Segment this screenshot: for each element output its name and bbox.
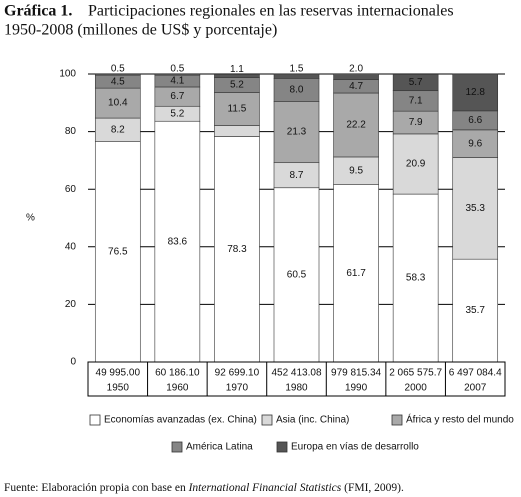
data-label: 8.2 — [111, 125, 125, 136]
bar-segment — [392, 133, 439, 195]
data-label: 8.7 — [290, 170, 304, 181]
data-label: 4.7 — [349, 81, 363, 92]
y-tick-label: 0 — [70, 357, 76, 368]
x-tick-label: 1970 — [226, 383, 249, 394]
bar-segment — [214, 136, 260, 363]
legend-label: África y resto del mundo — [406, 413, 514, 426]
chart-title-label: Gráfica 1. — [4, 3, 72, 20]
data-label: 0.5 — [170, 63, 184, 74]
bar-segment — [333, 92, 379, 158]
data-label: 9.6 — [468, 138, 482, 149]
data-label: 1.5 — [290, 64, 304, 75]
data-label: 61.7 — [346, 268, 366, 279]
legend-label: Asia (inc. China) — [276, 415, 349, 426]
x-tick-label: 1950 — [107, 383, 130, 394]
category-box — [87, 361, 506, 397]
x-tick-label: 2007 — [464, 383, 487, 394]
data-label: 60.5 — [287, 270, 307, 281]
bar-segment — [333, 73, 379, 80]
chart-title: 1950-2008 (millones de US$ y porcentaje) — [4, 22, 277, 39]
bar-segment — [452, 157, 499, 260]
legend-label: América Latina — [186, 442, 253, 453]
bar-segment — [452, 73, 499, 112]
data-label: 21.3 — [287, 127, 307, 138]
bar-segment — [273, 162, 320, 189]
y-tick-label: 80 — [65, 126, 77, 137]
data-label: 83.6 — [168, 236, 188, 247]
bar-segment — [214, 73, 260, 78]
total-label: 49 995.00 — [96, 368, 141, 379]
data-label: 58.3 — [406, 273, 426, 284]
data-label: 9.5 — [349, 165, 363, 176]
total-label: 2 065 575.7 — [389, 368, 442, 379]
data-label: 7.1 — [409, 96, 423, 107]
y-axis-label: % — [26, 213, 35, 224]
data-label: 35.7 — [465, 305, 485, 316]
total-label: 6 497 084.4 — [449, 368, 502, 379]
data-label: 6.6 — [468, 115, 482, 126]
bar-segment — [94, 73, 141, 76]
x-tick-label: 2000 — [405, 383, 428, 394]
x-tick-label: 1960 — [166, 383, 189, 394]
bar-segment — [273, 73, 320, 79]
bar-segment — [273, 187, 320, 363]
data-label: 2.0 — [349, 63, 363, 74]
total-label: 979 815.34 — [331, 368, 381, 379]
bar-segment — [392, 193, 439, 363]
data-label: 8.0 — [290, 84, 304, 95]
legend-label: Europa en vías de desarrollo — [291, 442, 419, 453]
y-tick-label: 20 — [65, 299, 77, 310]
x-tick-label: 1990 — [345, 383, 368, 394]
data-label: 1.1 — [230, 64, 244, 75]
x-tick-label: 1980 — [285, 383, 308, 394]
bar-segment — [392, 73, 439, 92]
data-label: 4.1 — [170, 76, 184, 87]
bar-segment — [214, 92, 260, 126]
data-label: 11.5 — [228, 104, 247, 115]
bar-segment — [452, 129, 499, 158]
data-label: 6.7 — [170, 91, 184, 102]
data-label: 4.5 — [111, 76, 125, 87]
bar-segment — [94, 87, 141, 119]
y-tick-label: 100 — [59, 69, 76, 80]
data-label: 22.2 — [346, 120, 366, 131]
chart-title: Participaciones regionales en las reserv… — [88, 3, 454, 20]
data-label: 20.9 — [406, 159, 426, 170]
legend-label: Economías avanzadas (ex. China) — [104, 415, 257, 426]
y-tick-label: 60 — [65, 184, 77, 195]
total-label: 92 699.10 — [215, 368, 260, 379]
data-label: 76.5 — [108, 246, 128, 257]
data-label: 12.8 — [465, 87, 485, 98]
data-label: 5.2 — [170, 108, 184, 119]
source: Fuente: Elaboración propia con base en I… — [4, 482, 404, 494]
bar-segment — [154, 73, 201, 76]
legend-swatch — [276, 441, 288, 453]
legend-swatch — [391, 414, 403, 426]
legend-swatch — [171, 441, 183, 453]
data-label: 5.7 — [409, 77, 423, 88]
bar-segment — [273, 101, 320, 164]
y-tick-label: 40 — [65, 241, 77, 252]
data-label: 0.5 — [111, 63, 125, 74]
legend-swatch — [89, 414, 101, 426]
source-text: Fuente: Elaboración propia con base en — [4, 482, 189, 494]
source-text: (FMI, 2009). — [341, 482, 404, 494]
legend-swatch — [261, 414, 273, 426]
data-label: 10.4 — [108, 98, 128, 109]
data-label: 78.3 — [227, 244, 247, 255]
total-label: 452 413.08 — [271, 368, 321, 379]
bar-segment — [214, 125, 260, 137]
bar-segment — [333, 156, 379, 185]
data-label: 5.2 — [230, 80, 244, 91]
total-label: 60 186.10 — [155, 368, 200, 379]
data-label: 35.3 — [465, 203, 485, 214]
source-text: International Financial Statistics — [188, 482, 342, 494]
bar-segment — [333, 184, 379, 363]
data-label: 7.9 — [409, 117, 423, 128]
